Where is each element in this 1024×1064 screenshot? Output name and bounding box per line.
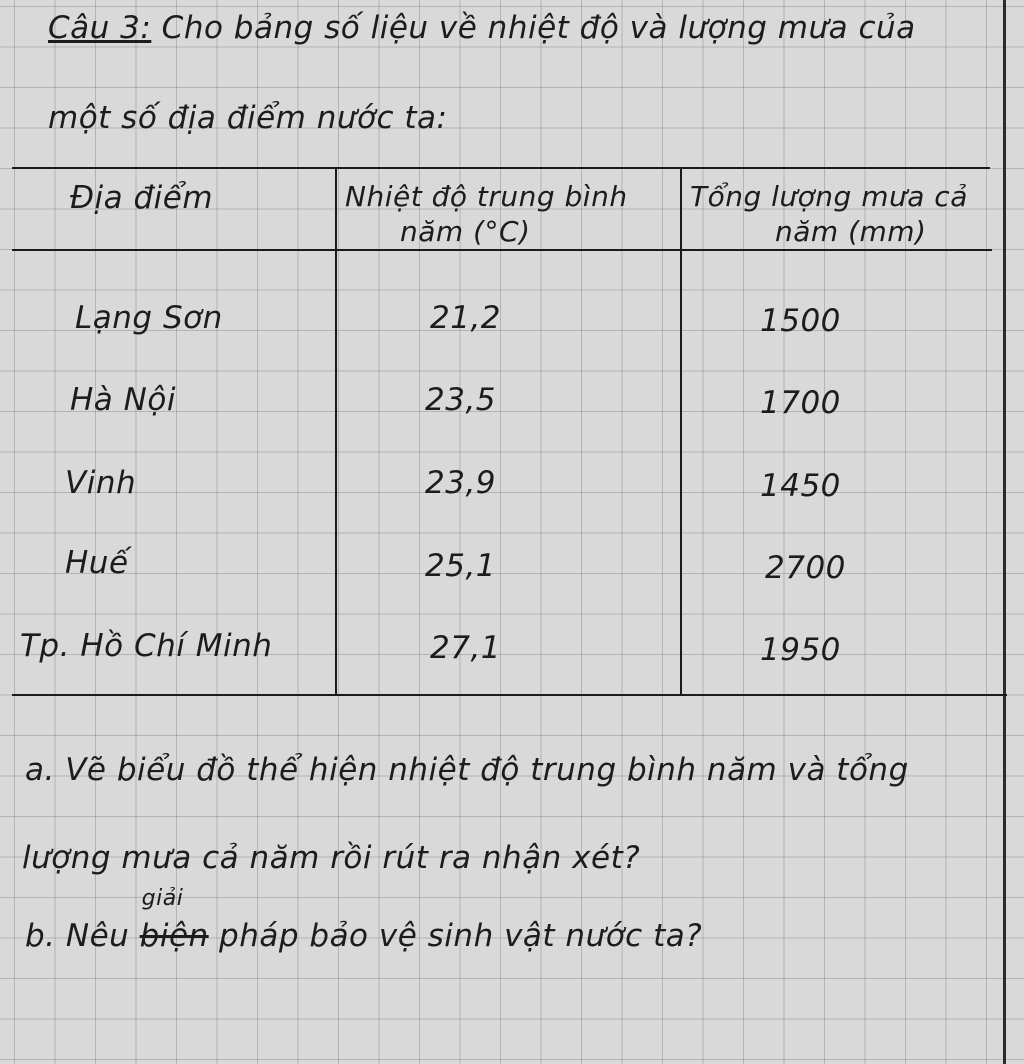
place-cell: Lạng Sơn bbox=[75, 300, 223, 336]
rain-cell: 1500 bbox=[760, 303, 841, 339]
question-label: Câu 3: bbox=[48, 10, 152, 46]
part-b-struck-word: biện bbox=[139, 918, 209, 954]
question-line-1: Câu 3: Cho bảng số liệu về nhiệt độ và l… bbox=[48, 10, 916, 46]
header-temp: Nhiệt độ trung bình bbox=[345, 180, 628, 213]
place-cell: Tp. Hồ Chí Minh bbox=[20, 628, 273, 664]
paper-edge bbox=[1003, 0, 1006, 1064]
part-a-line-1: a. Vẽ biểu đồ thể hiện nhiệt độ trung bì… bbox=[25, 752, 909, 788]
temp-cell: 25,1 bbox=[425, 548, 497, 584]
header-rain: Tổng lượng mưa cả bbox=[690, 180, 968, 213]
question-intro: Cho bảng số liệu về nhiệt độ và lượng mư… bbox=[161, 10, 916, 46]
part-b-line: b. Nêu giải biện pháp bảo vệ sinh vật nư… bbox=[25, 886, 703, 954]
place-cell: Vinh bbox=[65, 465, 137, 501]
place-cell: Huế bbox=[65, 545, 129, 581]
place-cell: Hà Nội bbox=[70, 382, 176, 418]
table-column-divider bbox=[680, 168, 682, 695]
part-b-rest: pháp bảo vệ sinh vật nước ta? bbox=[219, 918, 703, 954]
rain-cell: 1700 bbox=[760, 385, 841, 421]
rain-cell: 2700 bbox=[765, 550, 846, 586]
table-bottom-border bbox=[12, 694, 1007, 696]
temp-cell: 27,1 bbox=[430, 630, 502, 666]
table-header-border bbox=[12, 249, 992, 251]
table-top-border bbox=[12, 167, 990, 169]
rain-cell: 1950 bbox=[760, 632, 841, 668]
part-b-prefix: b. Nêu bbox=[25, 918, 130, 954]
header-rain-unit: năm (mm) bbox=[775, 215, 927, 248]
part-a-line-2: lượng mưa cả năm rồi rút ra nhận xét? bbox=[22, 840, 641, 876]
question-line-2: một số địa điểm nước ta: bbox=[48, 100, 448, 136]
part-b-inserted-word: giải bbox=[141, 886, 184, 911]
header-place: Địa điểm bbox=[70, 180, 214, 216]
temp-cell: 23,9 bbox=[425, 465, 497, 501]
temp-cell: 23,5 bbox=[425, 382, 497, 418]
temp-cell: 21,2 bbox=[430, 300, 502, 336]
rain-cell: 1450 bbox=[760, 468, 841, 504]
table-column-divider bbox=[335, 168, 337, 695]
header-temp-unit: năm (°C) bbox=[400, 215, 531, 248]
